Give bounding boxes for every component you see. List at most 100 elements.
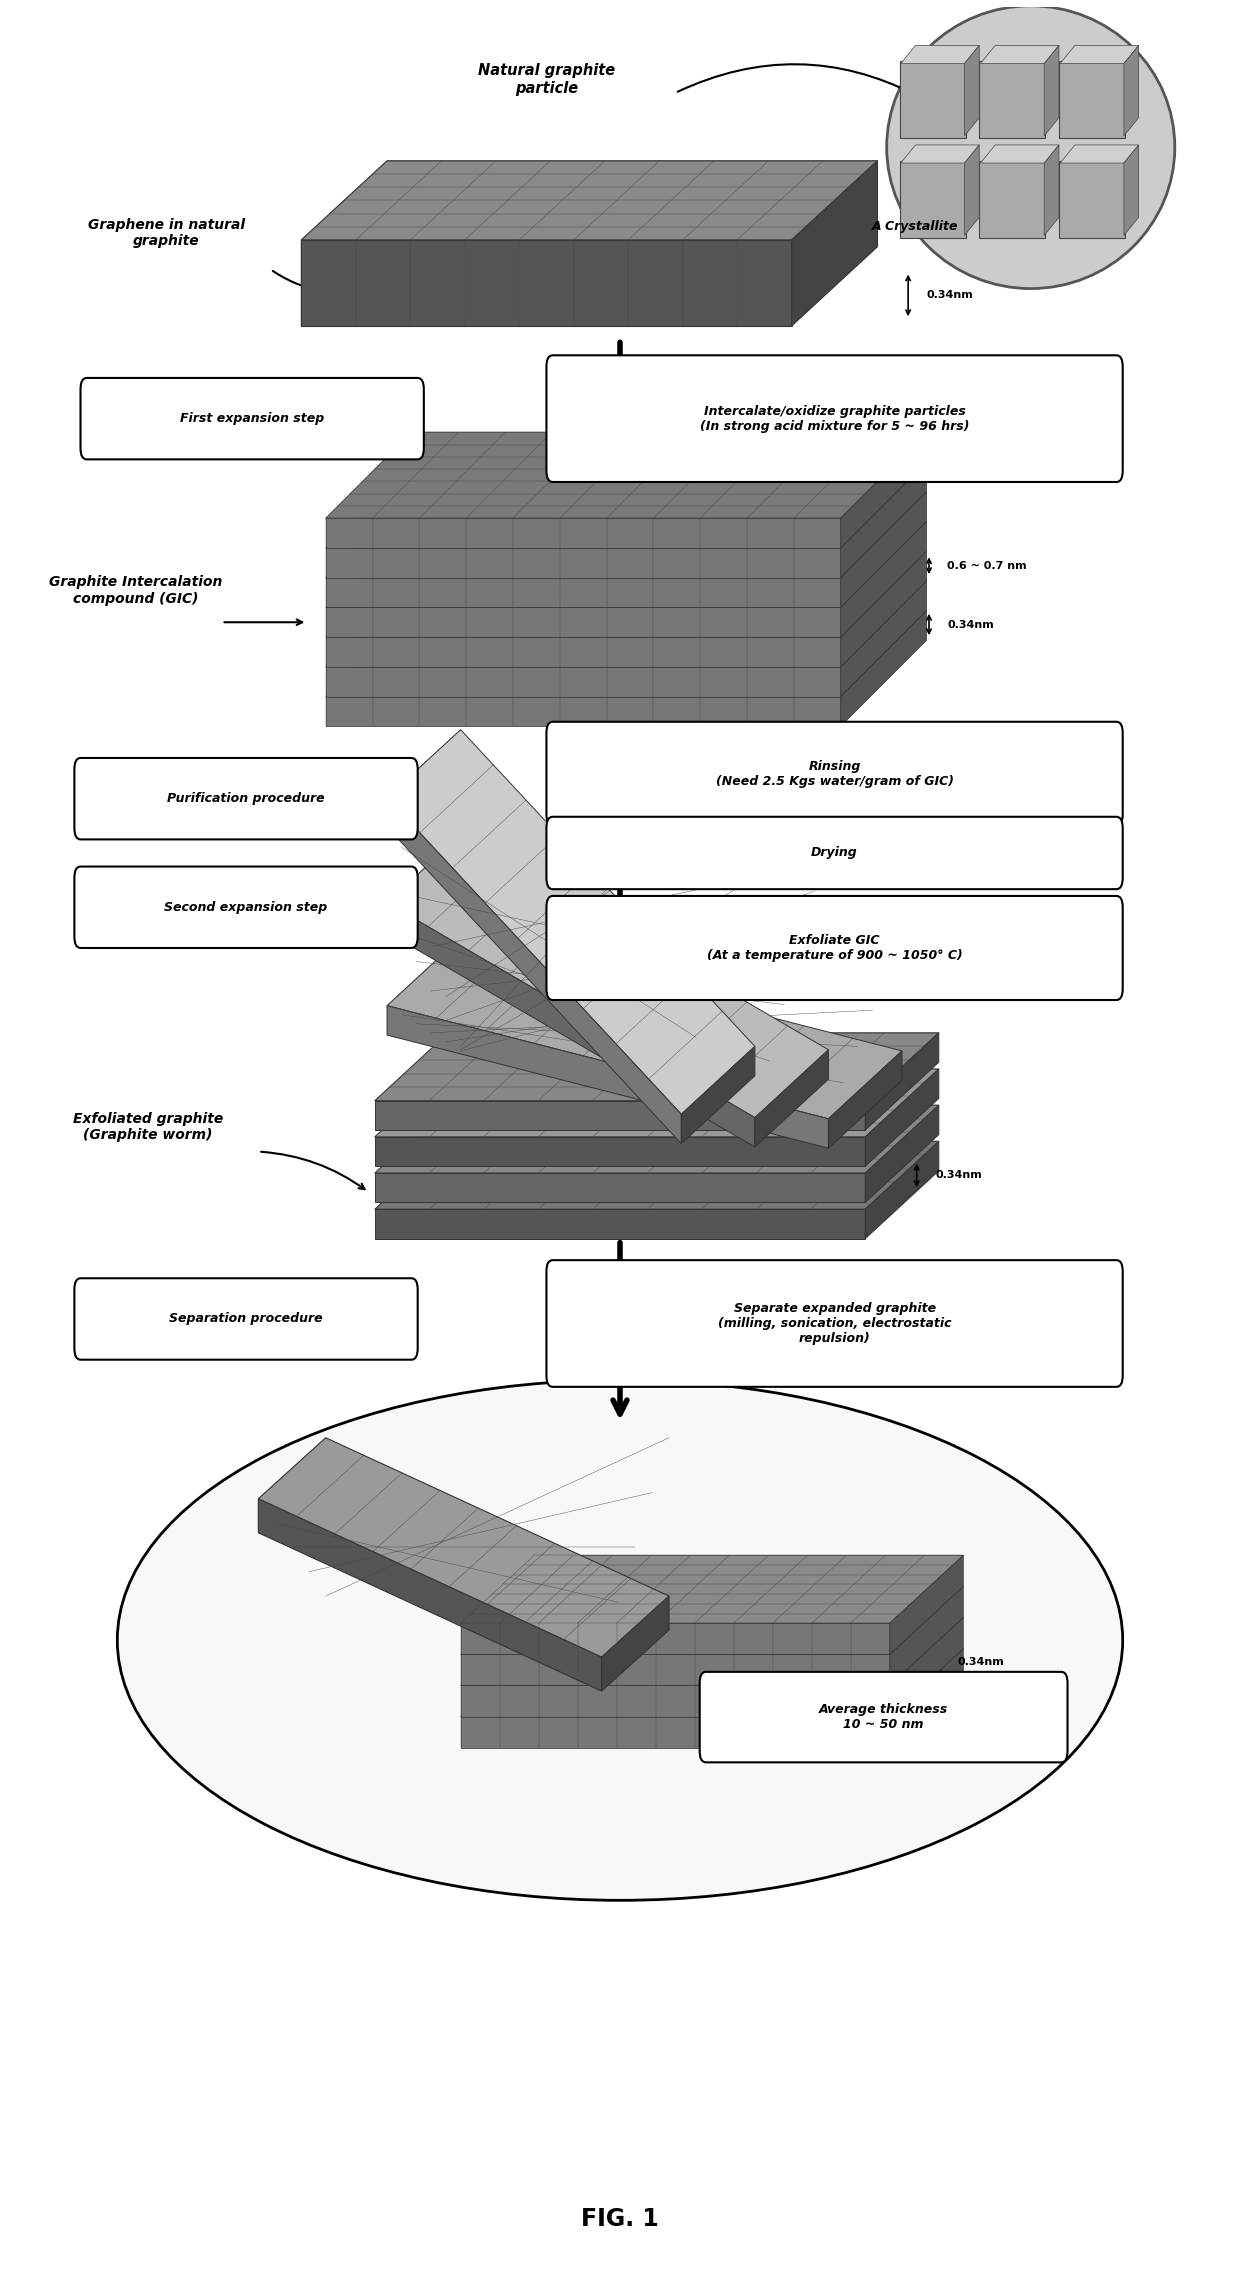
Polygon shape xyxy=(301,162,878,239)
Polygon shape xyxy=(326,549,841,578)
FancyBboxPatch shape xyxy=(547,355,1122,483)
Polygon shape xyxy=(841,432,926,549)
FancyBboxPatch shape xyxy=(980,61,1045,139)
FancyBboxPatch shape xyxy=(547,721,1122,826)
FancyBboxPatch shape xyxy=(74,867,418,949)
Polygon shape xyxy=(301,239,791,325)
Polygon shape xyxy=(374,1106,939,1172)
FancyBboxPatch shape xyxy=(980,162,1045,237)
Polygon shape xyxy=(374,1033,939,1102)
Polygon shape xyxy=(374,1209,866,1238)
Text: Rinsing
(Need 2.5 Kgs water/gram of GIC): Rinsing (Need 2.5 Kgs water/gram of GIC) xyxy=(715,760,954,787)
Polygon shape xyxy=(258,1438,670,1657)
Text: A Crystallite: A Crystallite xyxy=(872,221,957,232)
Polygon shape xyxy=(460,1716,890,1748)
Text: Natural graphite
particle: Natural graphite particle xyxy=(477,64,615,96)
Polygon shape xyxy=(460,1648,963,1716)
Polygon shape xyxy=(791,162,878,325)
Polygon shape xyxy=(866,1070,939,1165)
Text: Exfoliate GIC
(At a temperature of 900 ~ 1050° C): Exfoliate GIC (At a temperature of 900 ~… xyxy=(707,933,962,963)
Polygon shape xyxy=(755,1049,828,1147)
Polygon shape xyxy=(1060,146,1138,164)
Polygon shape xyxy=(965,146,980,234)
Polygon shape xyxy=(460,1618,963,1687)
Polygon shape xyxy=(374,1102,866,1131)
Polygon shape xyxy=(841,551,926,667)
Polygon shape xyxy=(326,580,926,667)
Polygon shape xyxy=(326,637,841,667)
Polygon shape xyxy=(1060,46,1138,64)
Polygon shape xyxy=(965,46,980,137)
FancyBboxPatch shape xyxy=(899,61,966,139)
Text: Graphite Intercalation
compound (GIC): Graphite Intercalation compound (GIC) xyxy=(50,576,222,605)
Polygon shape xyxy=(900,46,980,64)
Text: Average thickness
10 ~ 50 nm: Average thickness 10 ~ 50 nm xyxy=(818,1702,949,1732)
Polygon shape xyxy=(981,146,1059,164)
Polygon shape xyxy=(326,696,841,726)
FancyBboxPatch shape xyxy=(899,162,966,237)
Polygon shape xyxy=(326,551,926,637)
Text: 0.34nm: 0.34nm xyxy=(935,1170,982,1181)
Ellipse shape xyxy=(118,1379,1122,1900)
Polygon shape xyxy=(900,146,980,164)
Text: 0.34nm: 0.34nm xyxy=(947,619,994,630)
FancyBboxPatch shape xyxy=(699,1673,1068,1762)
Polygon shape xyxy=(326,519,841,549)
Polygon shape xyxy=(828,1052,901,1147)
Polygon shape xyxy=(890,1648,963,1748)
Polygon shape xyxy=(326,610,926,696)
Polygon shape xyxy=(374,1138,866,1165)
Polygon shape xyxy=(1044,46,1059,137)
Polygon shape xyxy=(374,1140,939,1209)
Polygon shape xyxy=(326,667,841,696)
Text: FIG. 1: FIG. 1 xyxy=(582,2208,658,2230)
Polygon shape xyxy=(460,1623,890,1655)
FancyBboxPatch shape xyxy=(74,758,418,840)
Text: Exfoliated graphite
(Graphite worm): Exfoliated graphite (Graphite worm) xyxy=(73,1111,223,1143)
Polygon shape xyxy=(387,731,755,1115)
Text: Drying: Drying xyxy=(811,847,858,860)
Text: Intercalate/oxidize graphite particles
(In strong acid mixture for 5 ~ 96 hrs): Intercalate/oxidize graphite particles (… xyxy=(699,405,970,432)
Text: 0.6 ~ 0.7 nm: 0.6 ~ 0.7 nm xyxy=(947,560,1027,571)
Ellipse shape xyxy=(887,7,1174,289)
Polygon shape xyxy=(1123,46,1138,137)
FancyBboxPatch shape xyxy=(1059,61,1125,139)
Polygon shape xyxy=(326,432,926,519)
Polygon shape xyxy=(326,492,926,578)
Polygon shape xyxy=(981,46,1059,64)
FancyBboxPatch shape xyxy=(547,817,1122,890)
Polygon shape xyxy=(841,492,926,608)
Text: Purification procedure: Purification procedure xyxy=(167,792,325,806)
Polygon shape xyxy=(326,608,841,637)
Polygon shape xyxy=(387,904,755,1147)
Polygon shape xyxy=(326,578,841,608)
Text: Second expansion step: Second expansion step xyxy=(165,901,327,913)
Polygon shape xyxy=(460,1555,963,1623)
Polygon shape xyxy=(890,1555,963,1655)
Polygon shape xyxy=(1123,146,1138,234)
Polygon shape xyxy=(1044,146,1059,234)
Polygon shape xyxy=(890,1586,963,1687)
Polygon shape xyxy=(387,938,901,1120)
Polygon shape xyxy=(387,835,828,1118)
Text: Graphene in natural
graphite: Graphene in natural graphite xyxy=(88,218,246,248)
Polygon shape xyxy=(890,1618,963,1716)
FancyBboxPatch shape xyxy=(81,378,424,460)
Polygon shape xyxy=(866,1140,939,1238)
Polygon shape xyxy=(681,1047,755,1143)
Polygon shape xyxy=(387,797,681,1143)
Polygon shape xyxy=(866,1106,939,1202)
FancyBboxPatch shape xyxy=(547,897,1122,999)
Polygon shape xyxy=(841,521,926,637)
Polygon shape xyxy=(841,580,926,696)
FancyBboxPatch shape xyxy=(547,1261,1122,1386)
Polygon shape xyxy=(866,1033,939,1131)
Text: Separate expanded graphite
(milling, sonication, electrostatic
repulsion): Separate expanded graphite (milling, son… xyxy=(718,1302,951,1345)
Text: Separation procedure: Separation procedure xyxy=(169,1313,322,1325)
Polygon shape xyxy=(841,462,926,578)
Text: 0.34nm: 0.34nm xyxy=(926,291,973,300)
Polygon shape xyxy=(326,462,926,549)
Polygon shape xyxy=(460,1687,890,1716)
FancyBboxPatch shape xyxy=(1059,162,1125,237)
Polygon shape xyxy=(374,1172,866,1202)
